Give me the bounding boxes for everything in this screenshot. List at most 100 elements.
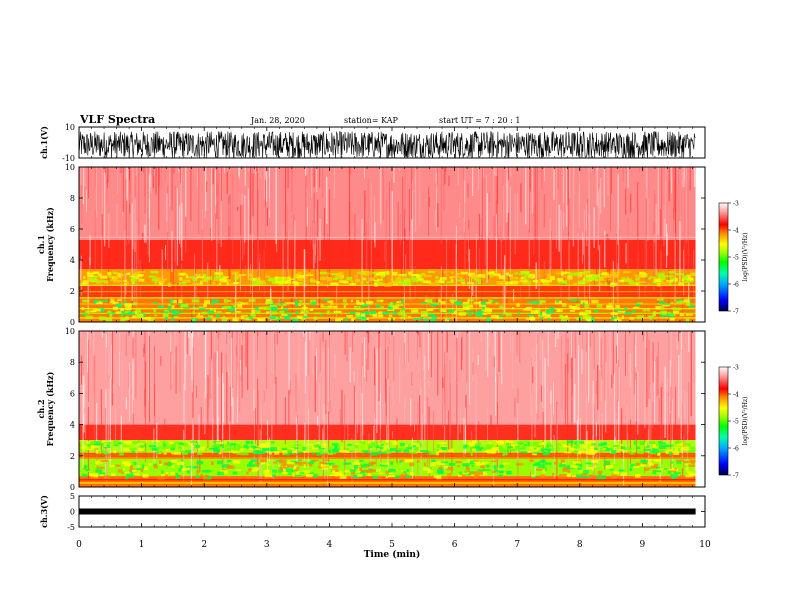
spectro-streak [353, 386, 355, 434]
spectro-patch [579, 440, 585, 444]
spectro-streak [647, 167, 649, 241]
spectro-patch [416, 440, 421, 443]
spectro-patch [476, 448, 482, 452]
spectro-streak [485, 174, 488, 238]
spectro-streak [149, 167, 151, 188]
spectro-patch [481, 301, 487, 305]
spectro-patch [164, 474, 168, 478]
spectro-patch [85, 315, 93, 320]
spectro-streak [272, 331, 275, 375]
spectro-patch [171, 317, 174, 322]
spectro-streak [593, 207, 595, 249]
spectro-patch [171, 459, 177, 463]
spectro-patch [621, 277, 626, 282]
spectro-streak [678, 355, 680, 419]
spectro-patch [317, 465, 325, 469]
spectro-streak [421, 414, 424, 451]
spectro-patch [271, 474, 276, 477]
spectro-patch [470, 444, 475, 447]
spectro-patch [585, 451, 591, 455]
spectro-patch [573, 445, 579, 449]
spectro-patch [185, 274, 189, 279]
spectro-streak [681, 468, 683, 477]
y-tick-label: 0 [70, 318, 75, 327]
spectro-patch [509, 274, 514, 277]
spectro-patch [420, 449, 428, 453]
spectro-streak [679, 221, 681, 283]
spectro-patch [201, 311, 209, 315]
spectro-patch [198, 306, 205, 309]
spectro-streak [388, 386, 390, 463]
spectro-streak [87, 273, 89, 315]
spectro-patch [95, 460, 103, 464]
spectro-patch [356, 299, 360, 304]
spectro-patch [405, 475, 411, 479]
spectro-streak [477, 167, 479, 191]
spectro-streak [670, 386, 672, 412]
spectro-patch [456, 273, 460, 276]
spectro-patch [548, 317, 551, 321]
spectro-patch [132, 315, 137, 319]
spectro-patch [252, 278, 256, 282]
spectro-patch [685, 466, 689, 471]
spectro-streak [375, 431, 377, 467]
spectro-patch [329, 474, 335, 477]
spectro-streak [428, 167, 430, 171]
spectro-streak [370, 444, 372, 469]
spectro-patch [297, 277, 304, 281]
spectro-patch [92, 271, 100, 275]
spectro-patch [379, 463, 388, 467]
spectro-streak [668, 258, 670, 322]
spectro-patch [210, 301, 214, 306]
spectro-patch [618, 279, 625, 282]
spectro-patch [401, 299, 404, 303]
spectro-streak [216, 351, 218, 445]
spectro-patch [88, 445, 91, 449]
spectro-patch [238, 274, 247, 276]
spectro-patch [521, 281, 529, 285]
spectro-patch [392, 311, 397, 315]
spectro-patch [479, 303, 487, 308]
spectro-patch [566, 473, 572, 478]
spectro-patch [384, 450, 392, 454]
spectro-patch [687, 443, 691, 447]
spectro-streak [582, 232, 583, 264]
spectro-streak [424, 355, 426, 441]
spectro-streak [543, 349, 545, 386]
spectro-patch [491, 451, 496, 454]
spectro-patch [666, 313, 675, 318]
spectro-streak [311, 167, 313, 198]
spectro-streak [622, 449, 625, 486]
spectro-patch [391, 271, 398, 276]
spectro-patch [686, 277, 694, 281]
spectro-streak [446, 355, 448, 411]
spectro-streak [280, 460, 282, 470]
spectro-streak [578, 167, 580, 228]
spectro-streak [155, 167, 157, 176]
spectro-patch [131, 441, 139, 444]
spectro-streak [408, 188, 410, 271]
colorbar-tick-label: -7 [733, 473, 739, 480]
spectro-patch [328, 446, 332, 450]
spectro-patch [183, 279, 191, 283]
spectro-streak [190, 167, 192, 222]
spectro-patch [112, 301, 119, 304]
spectro-patch [652, 313, 656, 317]
spectro-streak [389, 331, 391, 340]
spectro-patch [604, 460, 611, 463]
spectro-streak [293, 214, 295, 253]
spectro-streak [312, 227, 314, 270]
spectro-streak [79, 331, 81, 333]
spectro-patch [279, 302, 284, 305]
spectro-patch [319, 276, 327, 280]
spectro-patch [428, 451, 437, 455]
spectro-patch [225, 441, 230, 445]
spectro-streak [459, 407, 461, 433]
spectro-patch [611, 307, 614, 310]
spectro-streak [356, 272, 358, 284]
spectro-streak [148, 198, 150, 263]
spectro-patch [372, 314, 378, 318]
spectro-patch [635, 303, 641, 307]
spectro-patch [349, 283, 354, 285]
spectro-streak [245, 265, 246, 322]
